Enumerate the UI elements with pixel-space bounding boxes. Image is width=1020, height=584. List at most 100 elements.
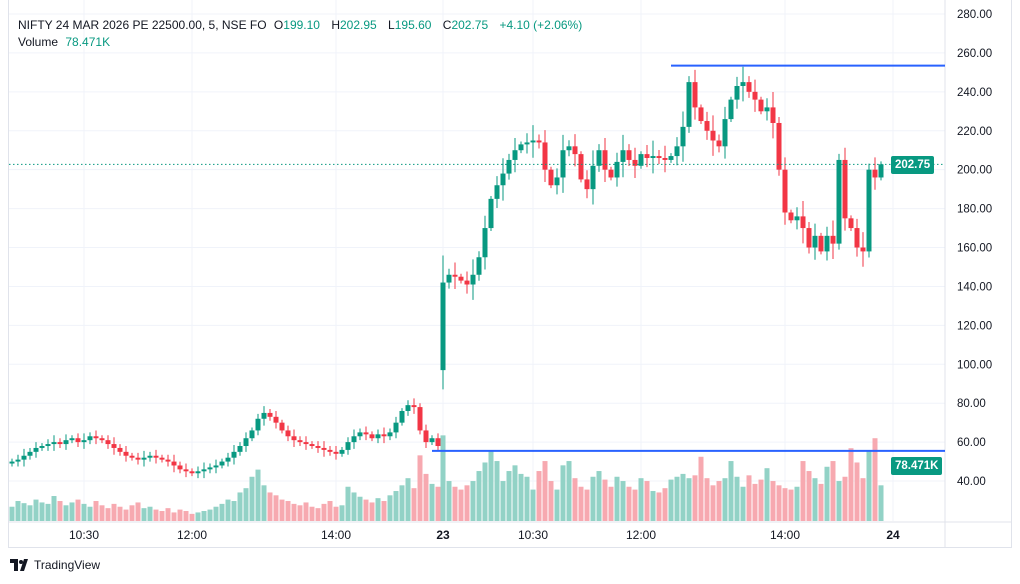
candle-body [21,455,27,460]
candle-body [614,161,620,178]
chart-frame[interactable] [8,0,1012,548]
candle-body [824,235,830,252]
x-tick-label: 12:00 [626,528,656,542]
candle-body [452,274,458,277]
high-value: 202.95 [339,18,377,32]
volume-bar [446,481,452,521]
candle-body [704,121,710,131]
volume-bar [800,461,806,521]
candle-body [75,438,81,443]
volume-bar [608,486,614,521]
candle-body [291,436,297,441]
candle-body [548,169,554,186]
candle-body [333,451,339,454]
low-value: 195.60 [394,18,432,32]
volume-bar [9,506,15,521]
volume-bar [165,508,171,521]
candle-body [417,407,423,431]
candle-body [369,434,375,439]
volume-bar [824,466,830,521]
candle-body [530,140,536,143]
candle-body [746,82,752,92]
volume-bar [351,492,357,521]
candle-body [578,154,584,180]
volume-bar [878,485,884,521]
volume-label[interactable]: Volume [18,35,59,49]
candle-body [518,144,524,151]
volume-bar [698,456,704,521]
volume-bar [512,465,518,521]
candle-body [267,412,273,417]
y-tick-label: 200.00 [957,165,992,177]
volume-bar [255,469,261,521]
candle-body [213,465,219,468]
volume-bar [159,511,165,521]
candle-body [381,434,387,437]
candle-body [812,235,818,248]
volume-bar [866,451,872,521]
candle-body [279,422,285,431]
candle-body [111,444,117,448]
candle-body [195,471,201,474]
volume-bar [842,476,848,521]
candle-body [321,447,327,450]
candle-body [51,442,57,445]
candle-body [405,405,411,411]
volume-bar [614,476,620,521]
volume-bar [225,499,231,521]
tradingview-logo[interactable]: TradingView [10,558,100,572]
y-tick-label: 120.00 [957,320,992,332]
candle-body [806,228,812,248]
candle-body [524,142,530,145]
volume-bar [261,485,267,521]
volume-bar [704,478,710,521]
volume-bar [285,501,291,521]
candle-body [650,156,656,159]
high-label: H [331,18,340,32]
y-tick-label: 140.00 [957,281,992,293]
candle-body [315,446,321,448]
symbol-title[interactable]: NIFTY 24 MAR 2026 PE 22500.00, 5, NSE FO [18,18,267,32]
candle-body [87,436,93,441]
candle-body [255,418,261,431]
candle-body [147,455,153,458]
candle-body [566,146,572,151]
candle-body [866,169,872,252]
volume-bar [231,501,237,521]
candle-body [686,82,692,127]
volume-bar [458,489,464,521]
candle-body [620,150,626,162]
candle-body [476,257,482,275]
candle-body [638,154,644,166]
candle-body [351,436,357,443]
candle-body [39,446,45,448]
y-tick-label: 220.00 [957,126,992,138]
candle-body [764,107,770,112]
y-tick-label: 280.00 [957,9,992,21]
volume-bar [548,481,554,521]
candle-body [692,82,698,108]
candle-body [740,82,746,87]
legend-volume-row: Volume 78.471K [18,34,586,51]
volume-bar [93,501,99,521]
volume-bar [405,478,411,521]
candle-body [9,461,15,464]
candle-body [500,173,506,186]
candle-body [536,140,542,143]
volume-bar [303,502,309,521]
volume-bar [213,506,219,521]
legend: NIFTY 24 MAR 2026 PE 22500.00, 5, NSE FO… [18,17,586,51]
volume-bar [494,461,500,521]
volume-bar [542,461,548,521]
volume-bar [764,468,770,521]
candle-body [734,86,740,100]
candle-body [99,438,105,441]
volume-bar [189,513,195,521]
volume-bar [153,509,159,521]
volume-bar [440,435,446,521]
volume-bar [219,503,225,521]
change-value: +4.10 (+2.06%) [499,18,583,32]
candle-body [758,99,764,112]
volume-bar [75,499,81,521]
